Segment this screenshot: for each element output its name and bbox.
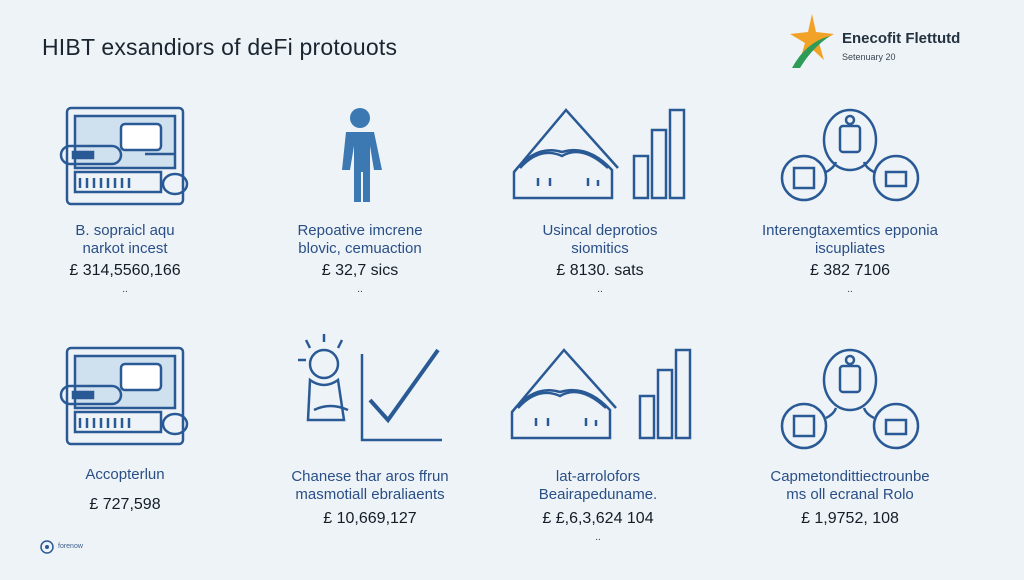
card-dot: .. bbox=[122, 284, 128, 295]
card-8: Capmetondittiectrounbe ms oll ecranal Rol… bbox=[730, 340, 970, 580]
card-7: lat-arrolofors Beairapeduname. £ £,6,3,62… bbox=[478, 340, 718, 580]
card-label: Accopterlun bbox=[85, 466, 165, 483]
footer-text: forenow bbox=[58, 543, 83, 550]
card-value: £ 314,5560,166 bbox=[69, 262, 181, 279]
card-label: Repoative imcrene blovic, cemuaction bbox=[297, 222, 423, 257]
brand-subtitle: Setenuary 20 bbox=[842, 52, 896, 62]
card-5: Accopterlun £ 727,598 bbox=[5, 340, 245, 580]
card-label: Capmetondittiectrounbe ms oll ecranal Rol… bbox=[770, 468, 930, 503]
houses-barchart-icon bbox=[512, 108, 686, 200]
star-logo-icon bbox=[790, 14, 834, 68]
card-value: £ 32,7 sics bbox=[321, 262, 399, 279]
card-3: Usincal deprotios siomitics £ 8130. sats … bbox=[480, 100, 720, 340]
network-circles-icon bbox=[780, 108, 920, 202]
card-label: lat-arrolofors Beairapeduname. bbox=[538, 468, 658, 503]
person-icon bbox=[342, 108, 382, 202]
card-label: B. sopraicl aqu narkot incest bbox=[75, 222, 175, 257]
card-1: B. sopraicl aqu narkot incest £ 314,5560,… bbox=[5, 100, 245, 340]
card-label: Usincal deprotios siomitics bbox=[542, 222, 658, 257]
card-dot: .. bbox=[595, 532, 601, 543]
houses-barchart-icon bbox=[510, 348, 692, 440]
card-4: Interengtaxemtics epponia iscupliates £ 3… bbox=[730, 100, 970, 340]
network-circles-icon bbox=[780, 348, 920, 450]
laptop-dashboard-icon bbox=[59, 346, 189, 446]
page-title: HIBT exsandiors of deFi protouots bbox=[42, 34, 398, 60]
person-checkmark-icon bbox=[298, 334, 442, 442]
card-value: £ 1,9752, 108 bbox=[801, 510, 899, 527]
card-6: Chanese thar aros ffrun masmotiall ebrali… bbox=[250, 330, 490, 570]
card-value: £ 727,598 bbox=[89, 496, 161, 513]
card-label: Interengtaxemtics epponia iscupliates bbox=[762, 222, 938, 257]
card-label: Chanese thar aros ffrun masmotiall ebrali… bbox=[291, 468, 449, 503]
laptop-dashboard-icon bbox=[59, 106, 189, 206]
brand-name: Enecofit Flettutd bbox=[842, 30, 961, 47]
card-dot: .. bbox=[847, 284, 853, 295]
card-value: £ 382 7106 bbox=[809, 262, 891, 279]
card-dot: .. bbox=[597, 284, 603, 295]
card-value: £ 10,669,127 bbox=[323, 510, 417, 527]
card-value: £ £,6,3,624 104 bbox=[542, 510, 654, 527]
brand-block: Enecofit Flettutd Setenuary 20 bbox=[786, 14, 1006, 70]
footer-logo-icon bbox=[40, 540, 54, 554]
card-2: Repoative imcrene blovic, cemuaction £ 32… bbox=[240, 100, 480, 340]
card-dot: .. bbox=[357, 284, 363, 295]
card-value: £ 8130. sats bbox=[556, 262, 644, 279]
